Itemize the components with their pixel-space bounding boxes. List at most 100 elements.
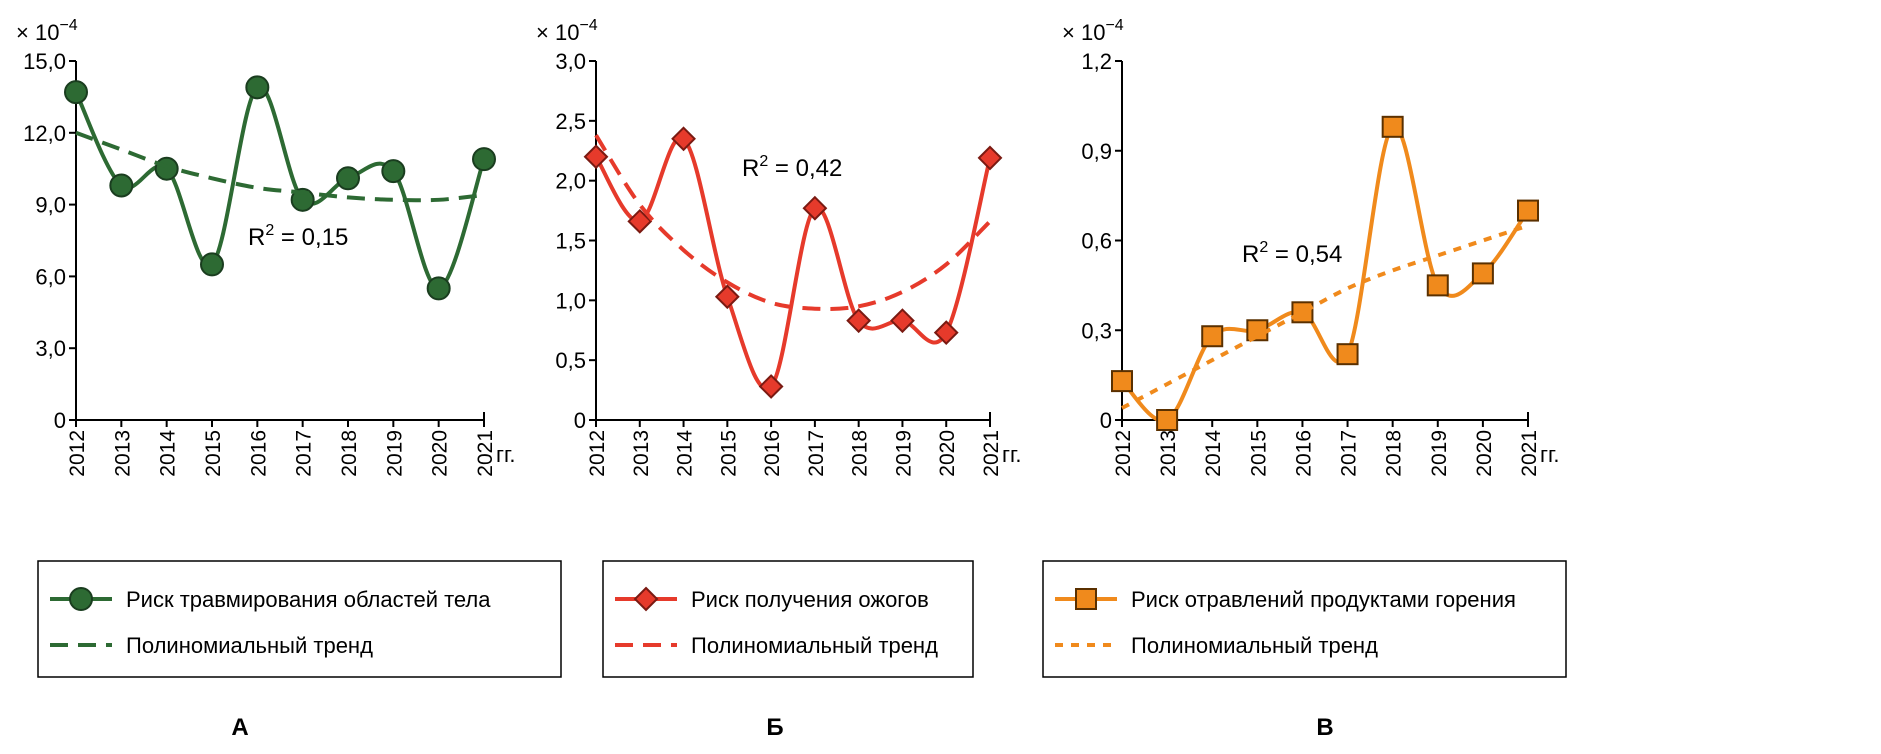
x-tick-label: 2021 [980,430,1003,477]
data-point-square [1111,370,1133,393]
x-tick-label: 2016 [761,430,784,477]
chart-panel-2: 0 0,5 1,0 1,5 2,0 2,5 3,0 × 10−4 2012 2013 2014 201… [536,17,1021,741]
data-point-diamond [933,320,959,346]
x-unit-label: гг. [496,442,515,467]
data-point-diamond [846,308,872,334]
legend-label: Риск травмирования областей тела [126,587,491,612]
legend-box [602,560,974,678]
legend: Риск отравлений продуктами горения Полино… [1042,560,1567,678]
data-point-circle [109,173,134,198]
legend-box [37,560,562,678]
x-tick-label: 2013 [111,430,134,477]
data-point-square [1381,115,1404,138]
y-multiplier-base: × 10 [1062,20,1105,45]
x-tick-label: 2018 [849,430,872,477]
data-point-circle [154,156,179,181]
x-tick-label: 2013 [630,430,653,477]
y-multiplier-label: × 10−4 [536,17,598,45]
legend-marker-square [1075,588,1097,610]
y-tick-label: 0,6 [1081,229,1112,254]
y-tick-label: 1,5 [555,229,586,254]
y-tick-label: 3,0 [555,49,586,74]
data-point-diamond [714,284,740,310]
r-squared-r: R [1242,241,1259,268]
data-point-square [1291,301,1314,324]
y-tick-label: 1,2 [1081,49,1112,74]
data-point-circle [336,166,360,191]
y-multiplier-label: × 10−4 [16,17,78,45]
legend-box [1042,560,1567,678]
x-tick-label: 2019 [383,430,406,477]
x-tick-label: 2012 [66,430,89,477]
x-tick-label: 2018 [338,430,361,477]
data-point-circle [245,75,270,100]
y-multiplier-exponent: −4 [579,17,597,34]
x-tick-label: 2016 [1292,430,1315,477]
y-tick-label: 0 [574,408,586,433]
data-point-diamond [627,208,653,234]
data-point-square [1336,343,1359,366]
x-tick-label: 2015 [717,430,740,477]
data-point-square [1201,325,1224,348]
x-tick-label: 2020 [936,430,959,477]
legend-label: Полиномиальный тренд [691,633,938,658]
r-squared-sup: 2 [1259,239,1268,256]
r-squared-sup: 2 [265,222,274,239]
y-tick-label: 0 [1100,408,1112,433]
x-tick-label: 2020 [1473,430,1496,477]
legend-label: Риск получения ожогов [691,587,929,612]
x-tick-label: 2014 [1202,430,1225,477]
data-point-circle [200,252,224,277]
y-tick-label: 0 [54,408,66,433]
x-tick-label: 2012 [586,430,609,477]
y-tick-label: 1,0 [555,288,586,313]
legend-marker-diamond [633,586,659,612]
y-tick-label: 0,5 [555,348,586,373]
data-point-circle [64,80,88,105]
panel-letter: А [231,714,248,741]
r-squared-sup: 2 [759,153,768,170]
y-tick-label: 12,0 [23,121,66,146]
x-tick-label: 2019 [892,430,915,477]
chart-panel-3: 0 0,3 0,6 0,9 1,2 × 10−4 2012 2013 2014 2015 2016 2… [1042,17,1567,741]
data-point-circle [426,276,451,301]
r-squared-annotation: R2 = 0,42 [742,153,842,182]
data-point-diamond [671,126,696,152]
data-point-diamond [802,195,828,221]
y-multiplier-label: × 10−4 [1062,17,1124,45]
data-point-diamond [890,308,915,334]
x-tick-label: 2016 [247,430,270,477]
panel-letter: В [1316,714,1333,741]
y-tick-label: 15,0 [23,49,66,74]
y-multiplier-exponent: −4 [59,17,77,34]
legend: Риск травмирования областей тела Полиноми… [37,560,562,678]
y-tick-label: 0,3 [1081,318,1112,343]
y-tick-label: 2,5 [555,109,586,134]
legend-marker-circle [69,587,93,611]
y-tick-label: 9,0 [35,193,66,218]
data-point-circle [381,159,406,184]
legend-label: Риск отравлений продуктами горения [1131,587,1516,612]
y-tick-label: 3,0 [35,336,66,361]
x-tick-label: 2017 [1338,430,1361,477]
x-tick-label: 2014 [157,430,180,477]
trend-line [594,134,992,311]
r-squared-value: = 0,15 [274,224,348,251]
x-tick-label: 2021 [474,430,497,477]
data-point-square [1471,262,1494,285]
r-squared-annotation: R2 = 0,54 [1242,239,1342,268]
r-squared-r: R [742,155,759,182]
legend: Риск получения ожогов Полиномиальный трен… [602,560,974,678]
data-point-square [1426,274,1449,297]
r-squared-value: = 0,54 [1268,241,1342,268]
legend-label: Полиномиальный тренд [126,633,373,658]
x-tick-label: 2018 [1383,430,1406,477]
r-squared-annotation: R2 = 0,15 [248,222,348,251]
trend-line [75,130,485,203]
chart-panel-1: 0 3,0 6,0 9,0 12,0 15,0 × 10−4 2012 2013 2014 2015… [16,17,562,741]
data-point-diamond [977,145,1003,171]
x-tick-label: 2017 [805,430,828,477]
y-multiplier-exponent: −4 [1105,17,1123,34]
x-tick-label: 2021 [1518,430,1541,477]
